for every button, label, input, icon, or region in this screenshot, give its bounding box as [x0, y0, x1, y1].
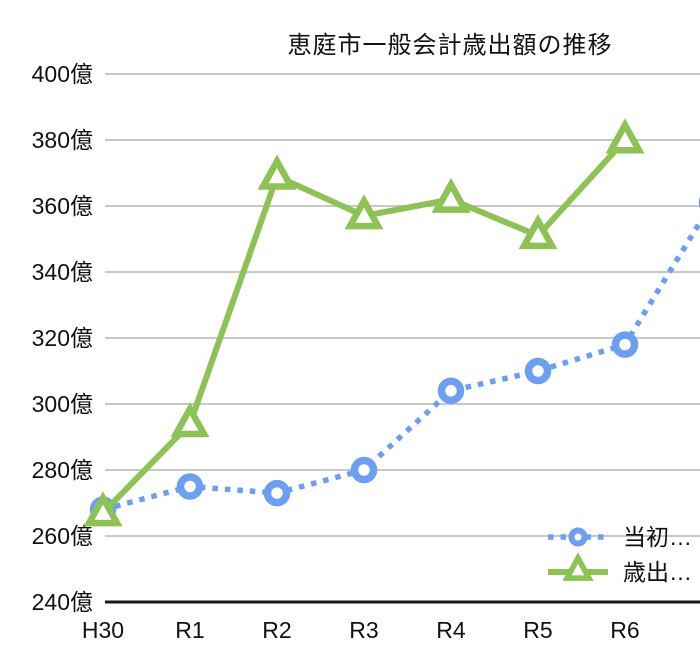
x-tick-label: R3 [349, 617, 378, 643]
data-point-marker-circle [611, 331, 639, 358]
y-tick-label: 320億 [32, 325, 93, 351]
data-point-marker-triangle [170, 402, 210, 438]
data-point-marker-triangle [83, 491, 123, 527]
x-axis-labels: H30 R1 R2 R3 R4 R5 R6 [82, 617, 640, 643]
gridlines [105, 73, 700, 537]
x-tick-label: R4 [436, 617, 466, 643]
data-point-marker-triangle [431, 177, 471, 213]
y-tick-label: 260億 [32, 523, 93, 549]
data-point-marker-circle [437, 377, 465, 405]
y-tick-label: 340億 [32, 259, 93, 285]
x-tick-label: R5 [523, 617, 552, 643]
legend-item-expenditure [548, 552, 608, 581]
legend-item-initial-budget [548, 527, 608, 547]
data-point-marker-triangle [344, 194, 384, 230]
data-point-marker-triangle [605, 118, 645, 154]
legend-circle-marker [568, 527, 588, 547]
data-point-marker-circle [524, 357, 552, 385]
y-tick-label: 360億 [32, 193, 93, 219]
legend-label-expenditure: 歳出… [623, 559, 692, 585]
series-line-initial-budget [102, 217, 700, 513]
data-point-marker-circle [350, 456, 378, 484]
x-tick-label: R2 [262, 617, 291, 643]
x-tick-label: R6 [610, 617, 639, 643]
legend-label-initial-budget: 当初… [623, 524, 692, 550]
y-tick-label: 240億 [32, 589, 93, 615]
y-tick-label: 300億 [32, 391, 93, 417]
y-tick-label: 400億 [32, 61, 93, 87]
y-tick-label: 380億 [32, 127, 93, 153]
chart-title: 恵庭市一般会計歳出額の推移 [288, 32, 613, 59]
legend-triangle-marker [562, 552, 594, 581]
x-tick-label: R1 [175, 617, 204, 643]
x-tick-label: H30 [82, 617, 124, 643]
data-point-marker-triangle [518, 214, 558, 250]
data-point-marker-circle [263, 479, 291, 507]
y-tick-label: 280億 [32, 457, 93, 483]
legend: 当初… 歳出… [548, 524, 692, 585]
series-expenditure [83, 118, 645, 527]
y-axis-labels: 240億 260億 280億 300億 320億 340億 360億 380億 400億 [32, 61, 93, 615]
data-point-marker-triangle [257, 154, 297, 190]
data-point-marker-circle [176, 473, 204, 500]
